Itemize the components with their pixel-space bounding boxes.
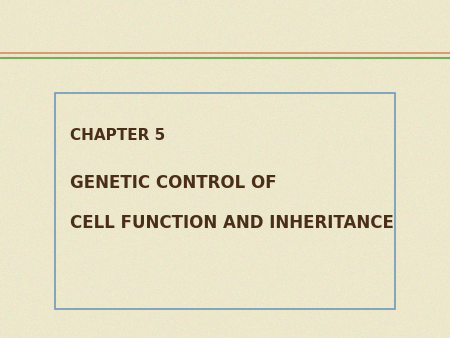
Text: CHAPTER 5: CHAPTER 5 bbox=[70, 128, 165, 143]
Text: CELL FUNCTION AND INHERITANCE: CELL FUNCTION AND INHERITANCE bbox=[70, 214, 394, 232]
Text: GENETIC CONTROL OF: GENETIC CONTROL OF bbox=[70, 173, 276, 192]
Bar bbox=[55, 93, 395, 309]
